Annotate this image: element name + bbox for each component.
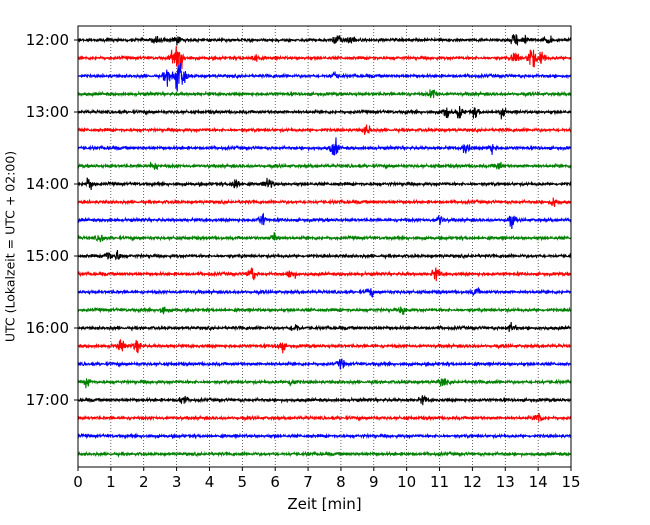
trace-1500 [77, 249, 572, 261]
x-tick-label-11: 11 [430, 473, 449, 491]
trace-1315 [77, 124, 572, 135]
trace-1215 [77, 46, 572, 70]
trace-1400 [77, 177, 572, 191]
y-tick-label-1300: 13:00 [26, 103, 69, 121]
y-ticks: 12:00 13:00 14:00 15:00 16:00 17:00 [26, 31, 78, 409]
y-tick-label-1400: 14:00 [26, 175, 69, 193]
y-tick-label-1700: 17:00 [26, 391, 69, 409]
x-tick-label-2: 2 [139, 473, 149, 491]
x-tick-label-1: 1 [106, 473, 116, 491]
plot-frame [77, 25, 572, 468]
trace-1700 [77, 394, 572, 406]
y-tick-label-1600: 16:00 [26, 319, 69, 337]
axes-layer [77, 25, 572, 468]
trace-1200 [77, 34, 572, 47]
x-axis-label: Zeit [min] [287, 495, 361, 513]
trace-1630 [77, 358, 572, 370]
x-ticks: 0 1 2 3 4 5 6 7 8 9 10 11 12 13 14 15 [73, 467, 581, 491]
trace-1430 [77, 212, 572, 230]
x-tick-label-15: 15 [561, 473, 580, 491]
trace-1730 [77, 432, 572, 440]
y-tick-label-1500: 15:00 [26, 247, 69, 265]
trace-layer [77, 34, 572, 459]
trace-1645 [77, 378, 572, 389]
trace-1245 [77, 89, 572, 99]
x-tick-label-5: 5 [238, 473, 248, 491]
trace-1445 [77, 232, 572, 243]
x-tick-label-7: 7 [303, 473, 313, 491]
x-tick-label-8: 8 [336, 473, 346, 491]
trace-1415 [77, 197, 572, 208]
y-tick-label-1200: 12:00 [26, 31, 69, 49]
trace-1230 [77, 62, 572, 92]
trace-1530 [77, 286, 572, 298]
trace-1715 [77, 413, 572, 422]
trace-1545 [77, 306, 572, 316]
x-tick-label-3: 3 [172, 473, 182, 491]
y-axis-label: UTC (Lokalzeit = UTC + 02:00) [3, 151, 18, 342]
trace-1600 [77, 321, 572, 332]
x-tick-label-12: 12 [463, 473, 482, 491]
x-tick-label-10: 10 [397, 473, 416, 491]
trace-1615 [77, 339, 572, 354]
x-tick-label-6: 6 [270, 473, 280, 491]
trace-1330 [77, 137, 572, 156]
x-tick-label-13: 13 [496, 473, 515, 491]
trace-1345 [77, 161, 572, 171]
trace-1745 [77, 450, 572, 459]
x-tick-label-9: 9 [369, 473, 379, 491]
x-tick-label-14: 14 [529, 473, 548, 491]
trace-1515 [77, 267, 572, 282]
x-tick-label-0: 0 [73, 473, 83, 491]
x-tick-label-4: 4 [205, 473, 215, 491]
trace-1300 [77, 105, 572, 120]
